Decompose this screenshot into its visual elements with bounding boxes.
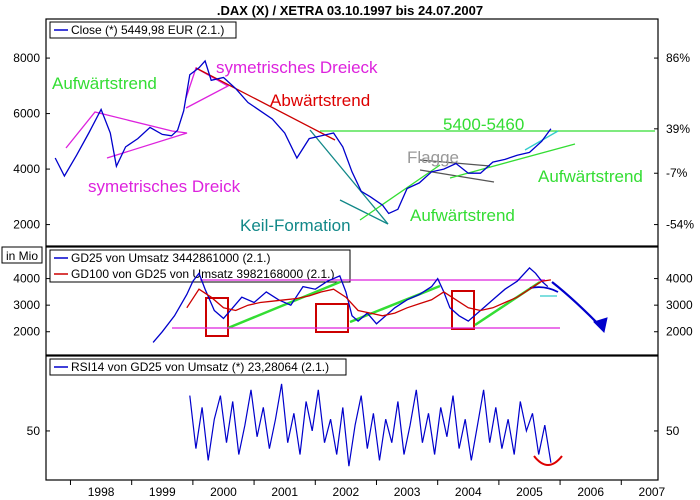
vol-box-2002: [315, 303, 349, 333]
volume-right-tick-label: 2000: [666, 325, 693, 339]
downtrend-line: [195, 67, 336, 141]
volume-legend: GD25 von Umsatz 3442861000 (2.1.) GD100 …: [49, 249, 351, 283]
price-y-tick-label: 4000: [13, 162, 40, 176]
vol-box-2000: [205, 297, 229, 337]
price-legend: Close (*) 5449,98 EUR (2.1.): [49, 21, 237, 39]
volume-y-tick-label: 3000: [13, 298, 40, 312]
price-legend-text: Close (*) 5449,98 EUR (2.1.): [71, 23, 224, 37]
x-tick-label: 1998: [88, 485, 115, 499]
rsi-right-tick-label: 50: [666, 424, 680, 438]
annotation-label: symetrisches Dreieck: [216, 58, 378, 77]
x-tick-label: 2003: [394, 485, 421, 499]
price-right-tick-label: -54%: [666, 218, 694, 232]
price-y-tick-label: 8000: [13, 51, 40, 65]
volume-right-tick-label: 4000: [666, 272, 693, 286]
annotation-label: Aufwärtstrend: [52, 74, 157, 93]
volume-unit-label: in Mio: [6, 249, 38, 263]
annotation-label: Keil-Formation: [240, 216, 351, 235]
chart-title: .DAX (X) / XETRA 03.10.1997 bis 24.07.20…: [216, 3, 484, 18]
price-right-tick-label: 86%: [666, 51, 690, 65]
volume-legend-gd100: GD100 von GD25 von Umsatz 3982168000 (2.…: [71, 267, 334, 281]
x-tick-label: 2002: [333, 485, 360, 499]
uptrend-2005-line: [449, 143, 576, 179]
x-tick-label: 2007: [639, 485, 666, 499]
wedge-line-upper: [309, 129, 389, 225]
price-right-tick-label: -7%: [666, 166, 688, 180]
price-panel-frame: [45, 18, 659, 247]
x-tick-label: 1999: [149, 485, 176, 499]
x-tick-label: 2000: [210, 485, 237, 499]
rsi-legend: RSI14 von GD25 von Umsatz (*) 23,28064 (…: [49, 358, 347, 376]
triangle-1998: [65, 111, 188, 159]
price-right-tick-label: 39%: [666, 122, 690, 136]
annotation-label: 5400-5460: [443, 115, 524, 134]
rsi-panel-frame: [45, 355, 659, 481]
rsi-legend-text: RSI14 von GD25 von Umsatz (*) 23,28064 (…: [71, 360, 329, 374]
annotations: Aufwärtstrend symetrisches Dreieck Abwärts…: [52, 58, 643, 235]
volume-gd100-line: [186, 279, 551, 317]
flag-line-2: [419, 159, 491, 167]
annotation-label: Aufwärtstrend: [538, 167, 643, 186]
volume-y-tick-label: 4000: [13, 272, 40, 286]
rsi-series-line: [189, 383, 552, 467]
rsi-y-tick-label: 50: [27, 424, 41, 438]
price-y-tick-label: 2000: [13, 218, 40, 232]
uptrend-2003-line: [359, 164, 441, 221]
annotation-label: Aufwärtstrend: [410, 206, 515, 225]
rsi-bottom-marker: [533, 455, 563, 466]
price-series-line: [54, 59, 552, 215]
volume-right-tick-label: 3000: [666, 298, 693, 312]
price-y-tick-label: 6000: [13, 107, 40, 121]
x-tick-label: 2005: [516, 485, 543, 499]
volume-y-tick-label: 2000: [13, 325, 40, 339]
axis-ticks: 2000 4000 6000 8000 86% 39% -7% -54% 2000 2000 300…: [13, 51, 694, 499]
volume-legend-gd25: GD25 von Umsatz 3442861000 (2.1.): [71, 251, 270, 265]
unit-label-box: in Mio: [1, 246, 43, 264]
annotation-label: symetrisches Dreick: [88, 177, 241, 196]
x-tick-label: 2006: [577, 485, 604, 499]
x-tick-label: 2001: [271, 485, 298, 499]
annotation-label: Abwärtstrend: [270, 91, 370, 110]
price-drawings: [65, 67, 655, 225]
x-tick-label: 2004: [455, 485, 482, 499]
volume-gd25-line: [152, 266, 549, 343]
wedge-line-lower: [339, 199, 389, 225]
annotation-label: Flagge: [407, 148, 459, 167]
